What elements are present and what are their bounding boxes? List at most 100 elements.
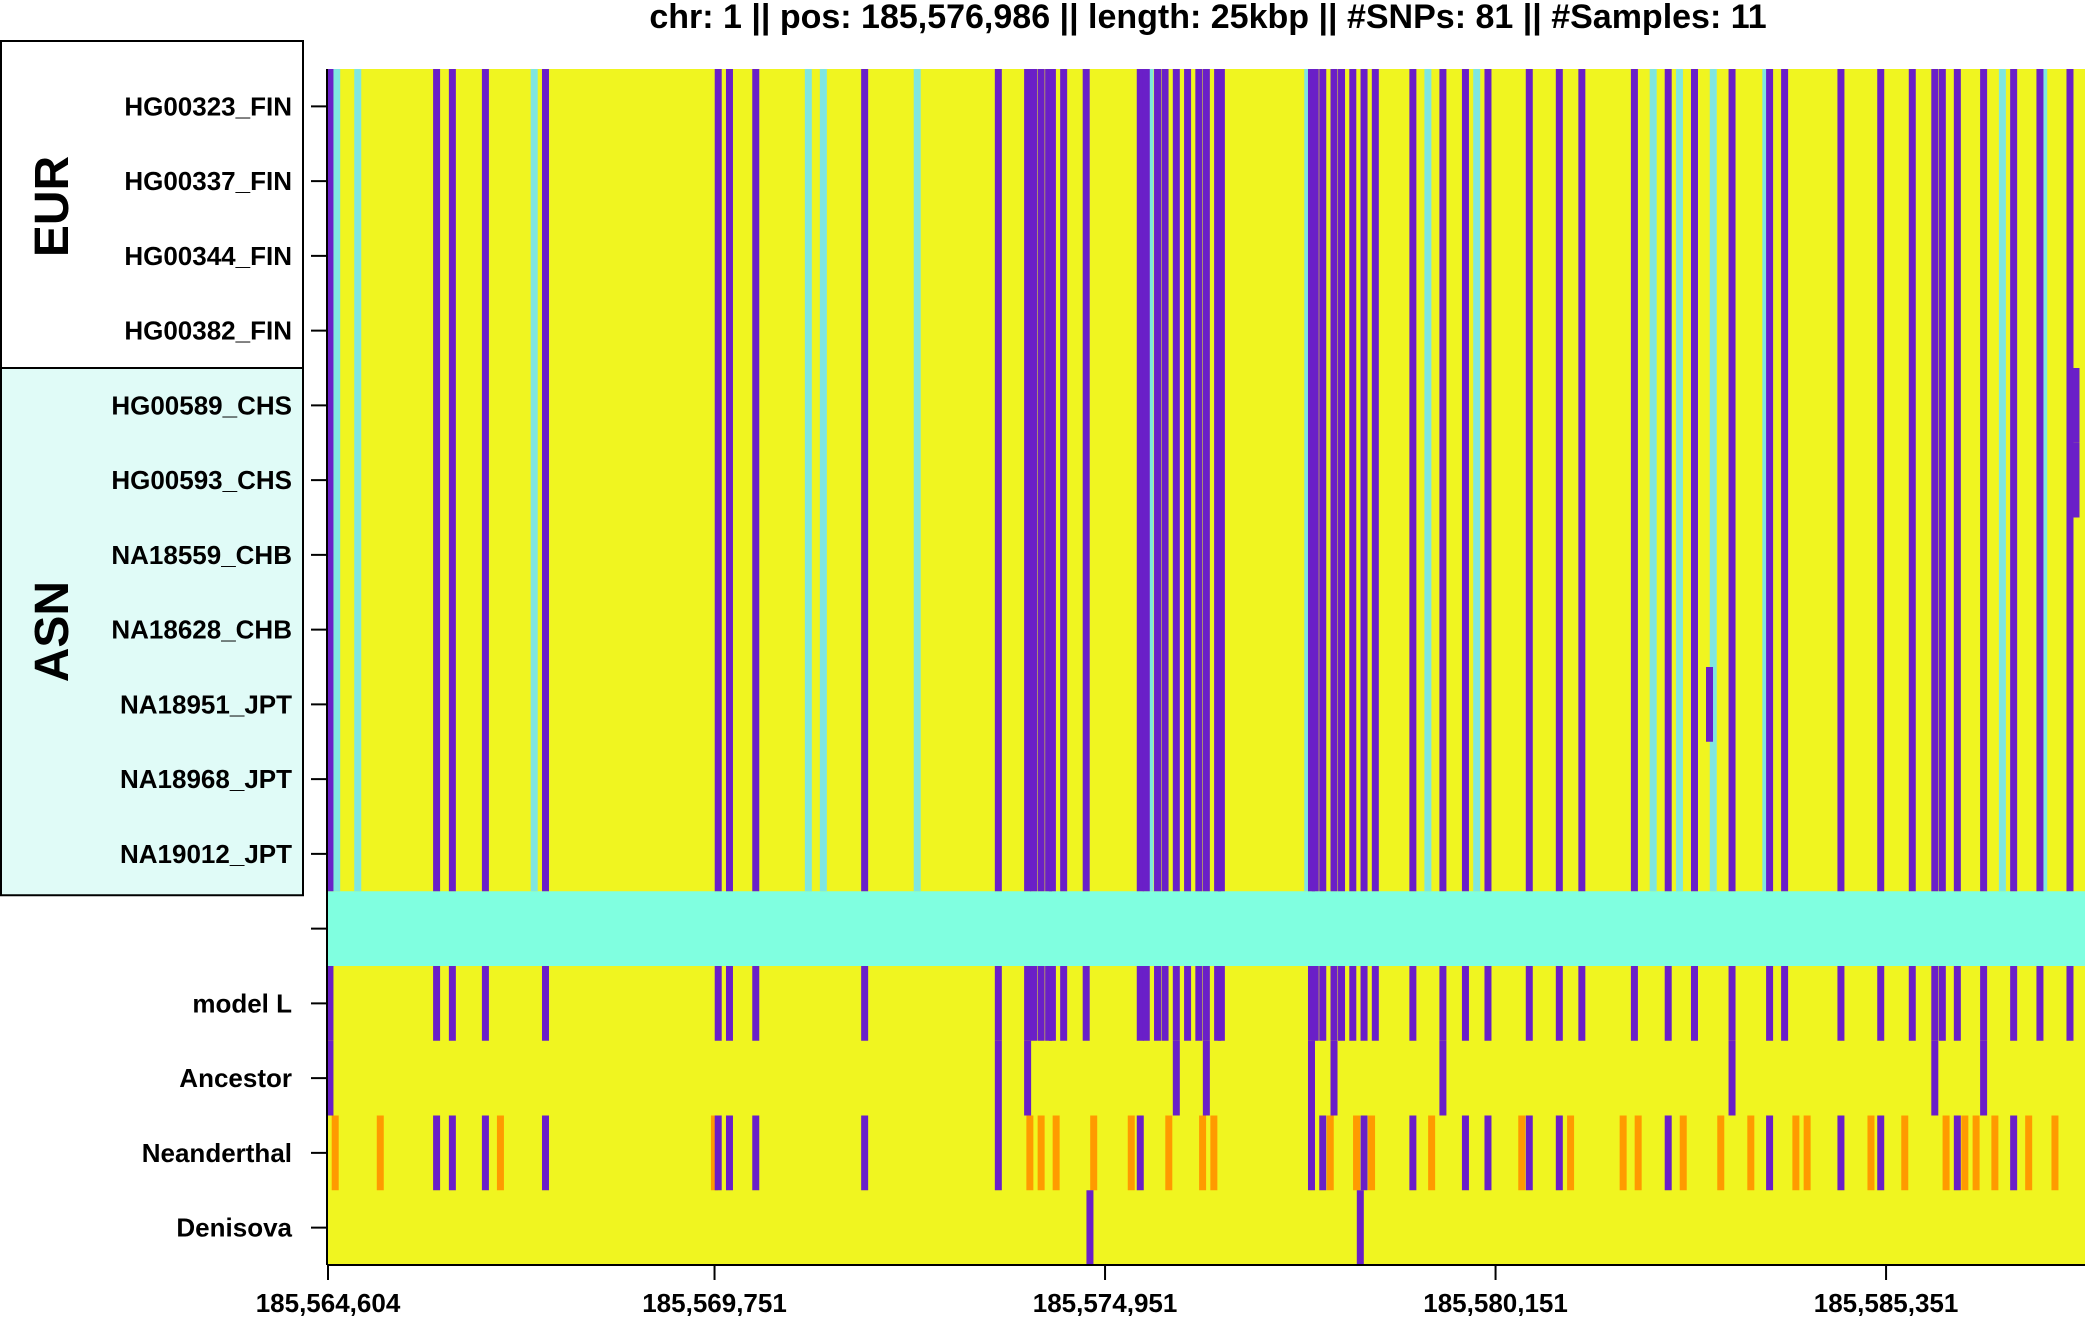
row-label-hg00323-fin: HG00323_FIN [124, 91, 292, 121]
neanderthal-alt-bar [1409, 1115, 1417, 1191]
x-tick-label: 185,585,351 [1814, 1288, 1959, 1318]
model-l-alt-bar [1980, 966, 1988, 1041]
alt-site-bar [1202, 69, 1210, 892]
neanderthal-alt-bar [1664, 1115, 1672, 1191]
neanderthal-alt-bar [433, 1115, 441, 1191]
model-l-alt-bar [2036, 966, 2044, 1041]
lowq-site-bar [530, 69, 538, 892]
alt-site-bar [1082, 69, 1090, 892]
row-label-neanderthal: Neanderthal [142, 1138, 292, 1168]
ancestor-alt-bar [1307, 1040, 1315, 1116]
model-l-alt-bar [1037, 966, 1045, 1041]
model-l-alt-bar [1931, 966, 1939, 1041]
lowq-site-bar [2040, 69, 2048, 892]
lowq-site-bar [1998, 69, 2006, 892]
alt-site-bar [1439, 69, 1447, 892]
alt-site-bar [1980, 69, 1988, 892]
model-l-alt-bar [1024, 966, 1032, 1041]
neanderthal-alt-bar [861, 1115, 869, 1191]
model-l-alt-bar [1202, 966, 1210, 1041]
alt-site-bar [1172, 69, 1180, 892]
neanderthal-alt-bar [752, 1115, 760, 1191]
neanderthal-alt-bar [1877, 1115, 1885, 1191]
neanderthal-het-bar [1942, 1115, 1950, 1191]
lowq-site-bar [804, 69, 812, 892]
model-l-alt-bar [448, 966, 456, 1041]
model-l-alt-bar [1664, 966, 1672, 1041]
model-l-alt-bar [1161, 966, 1169, 1041]
neanderthal-het-bar [1634, 1115, 1642, 1191]
alt-site-bar [1048, 69, 1056, 892]
neanderthal-het-bar [376, 1115, 384, 1191]
alt-site-bar [1024, 69, 1032, 892]
model-l-alt-bar [1555, 966, 1563, 1041]
neanderthal-het-bar [1210, 1115, 1218, 1191]
x-tick-label: 185,574,951 [1033, 1288, 1178, 1318]
model-l-alt-bar [1953, 966, 1961, 1041]
alt-site-bar [326, 69, 334, 892]
neanderthal-het-bar [1792, 1115, 1800, 1191]
neanderthal-alt-bar [541, 1115, 549, 1191]
row-label-hg00589-chs: HG00589_CHS [111, 390, 292, 420]
group-boxes: EUR ASN [0, 40, 304, 897]
neanderthal-alt-bar [448, 1115, 456, 1191]
model-l-alt-bar [1837, 966, 1845, 1041]
model-l-alt-bar [1409, 966, 1417, 1041]
neanderthal-het-bar [1619, 1115, 1627, 1191]
model-l-alt-bar [1360, 966, 1368, 1041]
neanderthal-het-bar [1717, 1115, 1725, 1191]
neanderthal-het-bar [1037, 1115, 1045, 1191]
alt-site-bar [1484, 69, 1492, 892]
neanderthal-het-bar [331, 1115, 339, 1191]
neanderthal-het-bar [496, 1115, 504, 1191]
alt-site-bar [1136, 69, 1144, 892]
alt-site-bar [861, 69, 869, 892]
model-l-alt-bar [1439, 966, 1447, 1041]
row-label-hg00337-fin: HG00337_FIN [124, 166, 292, 196]
alt-site-bar [1311, 69, 1319, 892]
alt-site-bar [1338, 69, 1346, 892]
ancestor-alt-bar [1202, 1040, 1210, 1116]
neanderthal-alt-bar [1555, 1115, 1563, 1191]
lowq-site-bar [1709, 69, 1717, 892]
alt-site-bar [1630, 69, 1638, 892]
model-l-alt-bar [1484, 966, 1492, 1041]
neanderthal-alt-bar [714, 1115, 722, 1191]
model-l-alt-bar [1938, 966, 1946, 1041]
neanderthal-het-bar [710, 1115, 718, 1191]
alt-site-bar [481, 69, 489, 892]
neanderthal-alt-bar [725, 1115, 733, 1191]
ancestor-alt-bar [1728, 1040, 1736, 1116]
row-label-na18559-chb: NA18559_CHB [111, 540, 292, 570]
model-l-alt-bar [1184, 966, 1192, 1041]
ancestor-alt-bar [326, 1040, 334, 1116]
alt-site-bar [1360, 69, 1368, 892]
model-l-alt-bar [1877, 966, 1885, 1041]
row-label-hg00382-fin: HG00382_FIN [124, 316, 292, 346]
alt-site-bar [433, 69, 441, 892]
neanderthal-alt-bar [1953, 1115, 1961, 1191]
neanderthal-het-bar [2025, 1115, 2033, 1191]
alt-site-bar [1214, 69, 1222, 892]
model-l-alt-bar [714, 966, 722, 1041]
row-label-hg00593-chs: HG00593_CHS [111, 465, 292, 495]
neanderthal-het-bar [1353, 1115, 1361, 1191]
alt-site-bar [1371, 69, 1379, 892]
ancestor-alt-bar [1439, 1040, 1447, 1116]
lowq-site-bar [1304, 69, 1312, 892]
alt-site-bar [752, 69, 760, 892]
alt-site-bar [994, 69, 1002, 892]
separator-row [328, 891, 2085, 966]
row-label-denisova: Denisova [176, 1213, 292, 1243]
model-l-alt-bar [1154, 966, 1162, 1041]
model-l-alt-bar [994, 966, 1002, 1041]
neanderthal-het-bar [1803, 1115, 1811, 1191]
alt-site-bar [1953, 69, 1961, 892]
neanderthal-het-bar [1127, 1115, 1135, 1191]
alt-site-bar [1908, 69, 1916, 892]
lowq-site-bar [1762, 69, 1770, 892]
neanderthal-alt-bar [2010, 1115, 2018, 1191]
alt-site-bar [714, 69, 722, 892]
neanderthal-het-bar [2051, 1115, 2059, 1191]
